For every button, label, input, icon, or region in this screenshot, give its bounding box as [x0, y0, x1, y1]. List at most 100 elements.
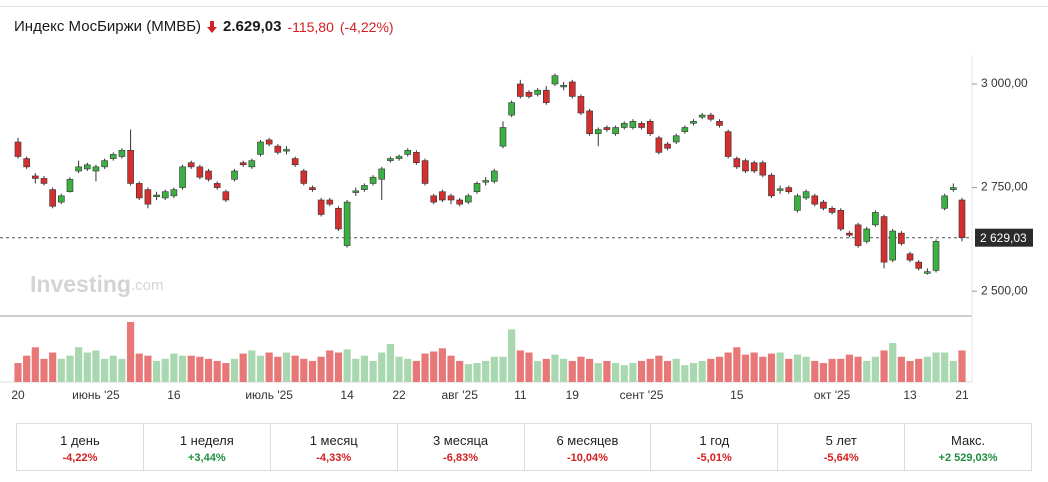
volume-bar — [75, 347, 83, 382]
volume-bar — [386, 344, 395, 382]
period-cell[interactable]: 1 год -5,01% — [651, 424, 779, 470]
volume-bar — [897, 356, 905, 382]
candle-body — [768, 174, 775, 197]
x-tick-label: сент '25 — [620, 388, 664, 402]
volume-bar — [395, 356, 403, 382]
y-tick-label: 3 000,00 — [981, 76, 1028, 90]
period-cell[interactable]: 5 лет -5,64% — [778, 424, 906, 470]
period-cell[interactable]: 6 месяцев -10,04% — [525, 424, 652, 470]
volume-bar — [585, 358, 594, 382]
candle-body — [889, 230, 897, 261]
volume-bar — [352, 358, 360, 382]
x-tick-label: 13 — [903, 388, 917, 402]
period-change: -4,33% — [316, 452, 352, 464]
candle-body — [716, 120, 723, 126]
candle-body — [950, 187, 957, 190]
volume-bar — [603, 360, 611, 382]
candle-body — [698, 114, 706, 118]
candle-body — [404, 149, 412, 155]
candle-body — [309, 187, 316, 190]
volume-bar — [430, 351, 438, 382]
candle-body — [118, 149, 126, 157]
volume-bar — [334, 352, 343, 382]
candle-body — [283, 149, 290, 152]
volume-bar — [499, 356, 507, 382]
volume-bar — [949, 360, 957, 382]
x-tick-label: 20 — [11, 388, 25, 402]
volume-bar — [135, 353, 143, 382]
volume-bar — [300, 358, 308, 382]
period-cell[interactable]: Макс. +2 529,03% — [905, 424, 1031, 470]
candle-body — [915, 261, 922, 269]
volume-bar — [291, 355, 299, 382]
volume-bar — [724, 352, 732, 382]
volume-bar — [525, 352, 533, 382]
volume-bar — [845, 354, 854, 382]
volume-bar — [560, 358, 568, 382]
last-price-tag — [975, 228, 1033, 247]
volume-bar — [534, 360, 542, 382]
candle-body — [568, 81, 576, 97]
period-label: 6 месяцев — [556, 433, 619, 448]
volume-bar — [819, 363, 828, 382]
volume-bar — [378, 352, 386, 382]
candle-body — [508, 102, 515, 116]
volume-bar — [23, 355, 31, 382]
y-tick-label: 2 750,00 — [981, 180, 1028, 194]
candle-body — [525, 91, 533, 97]
period-cell[interactable]: 1 неделя +3,44% — [144, 424, 271, 470]
candle-body — [222, 191, 230, 201]
volume-bar — [889, 343, 897, 382]
volume-bar — [118, 358, 126, 382]
candle-body — [828, 207, 836, 213]
volume-bar — [941, 352, 949, 382]
candle-body — [707, 114, 715, 120]
chart: Investing.com 2 500,00 2 750,00 3 000,00 2 … — [0, 55, 1033, 402]
volume-bar — [811, 360, 819, 382]
volume-bar — [14, 363, 22, 382]
period-cell[interactable]: 3 месяца -6,83% — [398, 424, 525, 470]
candle-body — [378, 168, 386, 180]
volume-bar — [101, 358, 109, 382]
x-tick-label: 16 — [167, 388, 181, 402]
volume-bar — [733, 347, 741, 382]
candle-body — [690, 120, 697, 124]
period-cell[interactable]: 1 день -4,22% — [17, 424, 144, 470]
x-tick-label: окт '25 — [814, 388, 851, 402]
candle-body — [265, 139, 273, 145]
candle-body — [395, 156, 403, 159]
candle-body — [491, 170, 498, 182]
candle-body — [14, 141, 22, 157]
volume-bar — [508, 329, 516, 382]
candle-body — [906, 253, 914, 261]
period-label: Макс. — [950, 433, 986, 448]
candle-body — [161, 191, 169, 199]
candle-body — [759, 162, 767, 176]
period-cell[interactable]: 1 месяц -4,33% — [271, 424, 398, 470]
price: 2.629,03 — [223, 18, 282, 35]
volume-bar — [906, 360, 914, 382]
candle-body — [620, 123, 628, 128]
candle-body — [317, 199, 325, 215]
candle-body — [109, 154, 117, 159]
volume-bar — [438, 348, 446, 382]
candle-body — [638, 123, 645, 128]
candle-body — [343, 201, 351, 246]
candle-body — [187, 162, 195, 168]
candle-body — [794, 195, 801, 211]
volume-bar — [369, 360, 377, 382]
candle-body — [586, 110, 593, 135]
volume-bar — [577, 356, 585, 382]
candle-body — [941, 195, 948, 209]
volume-bar — [170, 353, 178, 382]
volume-bar — [568, 360, 576, 382]
candle-body — [820, 201, 827, 209]
volume-bar — [646, 358, 654, 382]
volume-bar — [863, 360, 871, 382]
candle-body — [153, 194, 160, 197]
volume-bar — [456, 360, 464, 382]
volume-bar — [880, 350, 888, 382]
x-tick-label: июнь '25 — [72, 388, 120, 402]
watermark: Investing.com — [30, 271, 163, 297]
candle-body — [958, 199, 966, 238]
